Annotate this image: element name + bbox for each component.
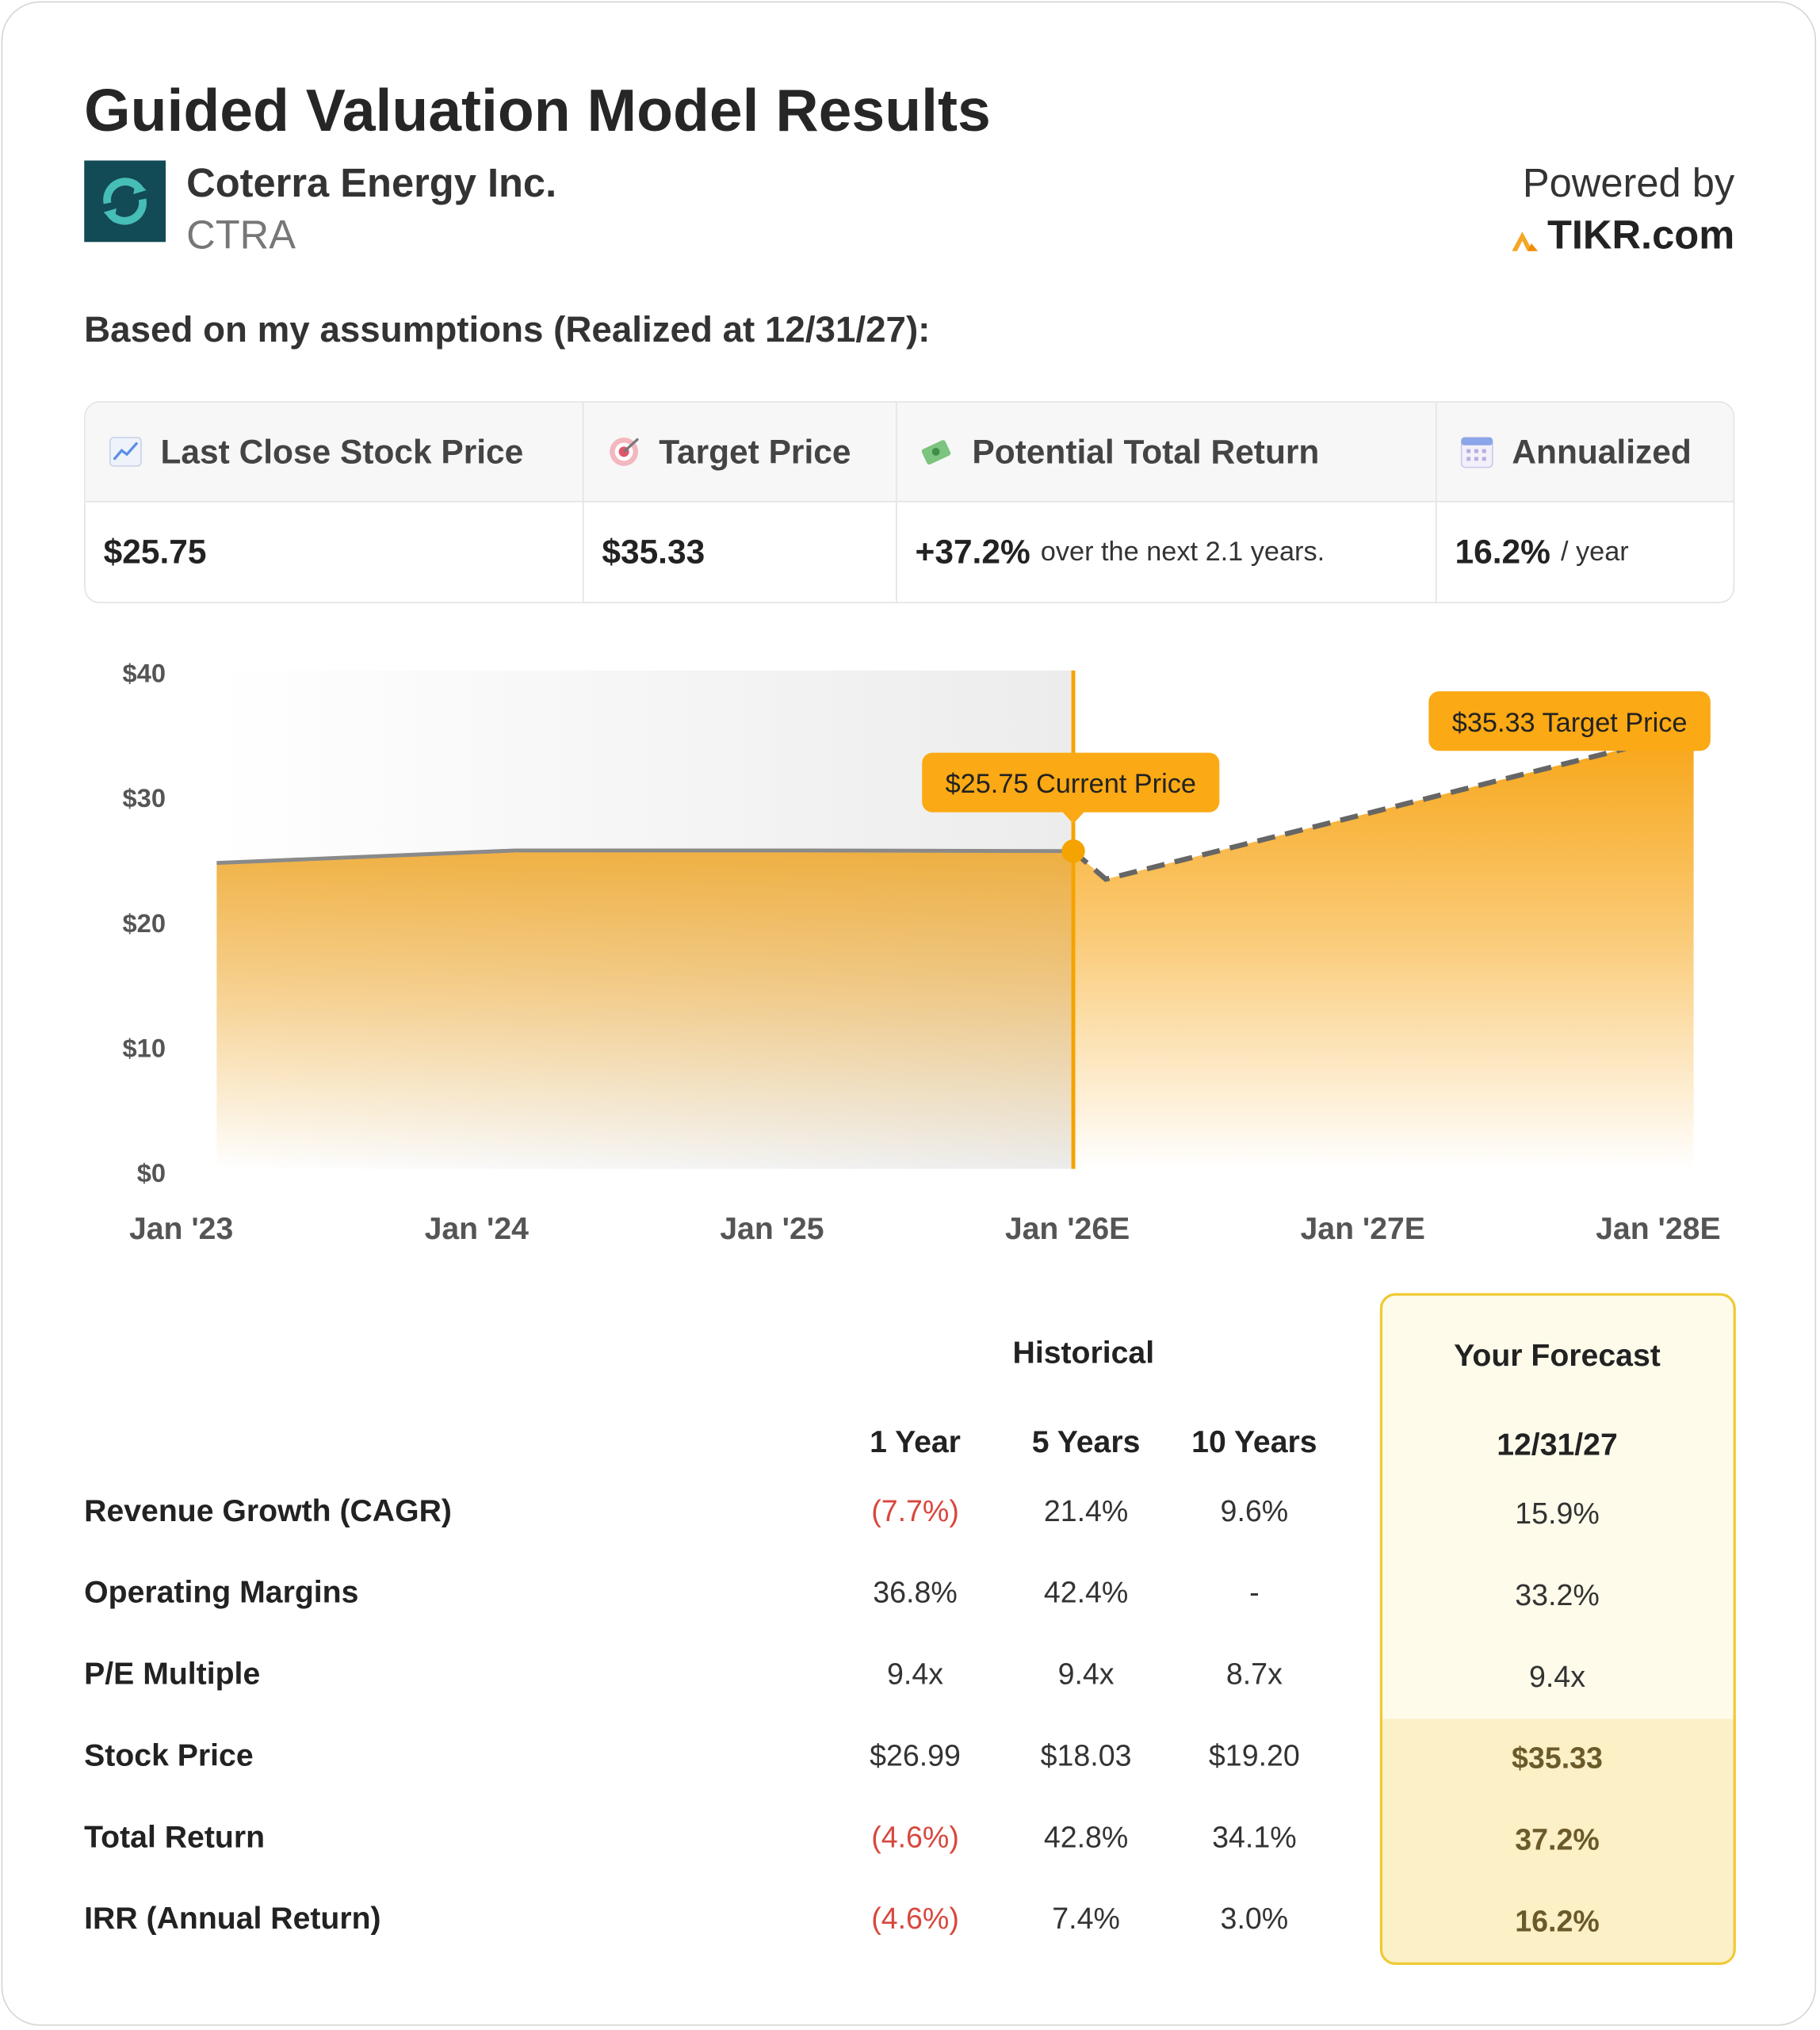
summary-header-text: Target Price [659,431,851,471]
cell-value: 42.4% [1043,1575,1129,1610]
summary-value: $25.75 [103,532,207,572]
cell-value: 15.9% [1515,1497,1600,1531]
company-logo [84,160,166,243]
cell-value: 36.8% [873,1575,958,1610]
summary-header-text: Annualized [1512,431,1692,471]
icon [109,437,142,467]
column-header: 10 Years [1191,1424,1317,1460]
row-label: Operating Margins [84,1575,359,1611]
cell-value: - [1249,1575,1260,1610]
brand-icon [1512,231,1539,251]
x-tick-label: Jan '28E [1596,1212,1720,1246]
area [216,850,1074,1169]
brand: TIKR.com [1511,212,1734,259]
assumptions: Based on my assumptions (Realized at 12/… [84,309,931,350]
annotation: $35.33 Target Price [1428,691,1711,751]
x-tick-label: Jan '27E [1300,1212,1424,1246]
annotation-text: $35.33 Target Price [1452,708,1688,738]
summary-header: Target Price [583,402,897,503]
summary-header: Last Close Stock Price [85,402,584,503]
cell-value: 33.2% [1515,1577,1600,1612]
company-name: Coterra Energy Inc. [186,160,557,206]
chart: $0 $10 $20 $30 $40 Jan '23 Jan '24 Jan '25 Jan '… [123,659,1721,1246]
summary-cell: $25.75 [86,502,584,602]
cell-value: 37.2% [1515,1822,1600,1857]
group-header: Historical [1012,1335,1155,1371]
y-tick-label: $40 [123,659,166,688]
cell-value: 42.8% [1043,1820,1129,1854]
summary-note: / year [1560,536,1629,567]
powered-by: Powered by [1522,160,1735,206]
price-line [216,848,1074,866]
ticker: CTRA [186,212,296,258]
annotation-box [922,752,1220,812]
column-header: 12/31/27 [1497,1427,1618,1462]
cell-value: (4.6%) [871,1820,959,1854]
y-tick-label: $0 [137,1158,166,1187]
x-tick-label: Jan '24 [425,1212,530,1246]
x-tick-label: Jan '25 [720,1212,824,1246]
column-header: 1 Year [870,1424,961,1460]
cell-value: $26.99 [870,1738,961,1772]
summary-cell: +37.2% over the next 2.1 years. [897,502,1437,602]
row-label: Stock Price [84,1738,254,1774]
forecast-highlight [1382,1718,1734,1963]
cell-value: 7.4% [1052,1902,1120,1936]
row-label: IRR (Annual Return) [84,1901,381,1936]
cell-value: $19.20 [1208,1738,1300,1772]
cell-value: 21.4% [1043,1493,1129,1528]
cell-value: 9.6% [1220,1493,1289,1528]
summary-value: 16.2% [1455,532,1550,572]
x-tick-label: Jan '26E [1005,1212,1130,1246]
row-label: P/E Multiple [84,1657,261,1692]
icon [921,440,951,465]
summary-cell: $35.33 [583,502,897,602]
cell-value: (4.6%) [871,1902,959,1936]
cell-value: 3.0% [1220,1902,1289,1936]
price-line [1071,728,1695,882]
cell-value: (7.7%) [871,1493,959,1528]
cell-value: 8.7x [1225,1657,1283,1692]
cell-value: 16.2% [1515,1904,1600,1938]
summary-table: Last Close Stock Price Target Price Pote… [84,401,1735,603]
row-label: Total Return [84,1819,266,1856]
icon [1460,437,1493,468]
cell-value: $35.33 [1512,1741,1603,1776]
y-tick-label: $30 [123,783,166,812]
cell-value: $18.03 [1040,1738,1132,1772]
page-title: Guided Valuation Model Results [84,76,991,144]
summary-note: over the next 2.1 years. [1040,536,1325,567]
area [1073,731,1694,1169]
current-point [1061,839,1085,863]
summary-cell: 16.2% / year [1437,503,1734,602]
x-tick-label: Jan '23 [129,1212,233,1246]
annotation-box [1428,691,1711,751]
cell-value: 9.4x [1057,1657,1115,1692]
group-header: Your Forecast [1454,1337,1661,1373]
column-header: 5 Years [1031,1424,1141,1460]
cell-value: 9.4x [1528,1659,1585,1694]
icon [610,437,640,466]
annotation-pointer [1061,811,1085,824]
cell-value: 34.1% [1212,1820,1297,1854]
brand-text: TIKR.com [1547,212,1735,258]
annotation: $25.75 Current Price [922,752,1220,812]
y-tick-label: $20 [123,908,166,938]
summary-value: +37.2% [915,532,1030,572]
summary-value: $35.33 [602,532,705,572]
cell-value: 9.4x [887,1657,944,1692]
row-label: Revenue Growth (CAGR) [84,1493,452,1529]
annotation-text: $25.75 Current Price [946,769,1196,799]
summary-header-text: Last Close Stock Price [160,431,524,471]
summary-header-text: Potential Total Return [972,431,1320,471]
forecast-panel [1379,1293,1736,1965]
y-tick-label: $10 [123,1033,166,1062]
summary-header: Annualized [1436,402,1734,503]
summary-header: Potential Total Return [897,402,1437,503]
